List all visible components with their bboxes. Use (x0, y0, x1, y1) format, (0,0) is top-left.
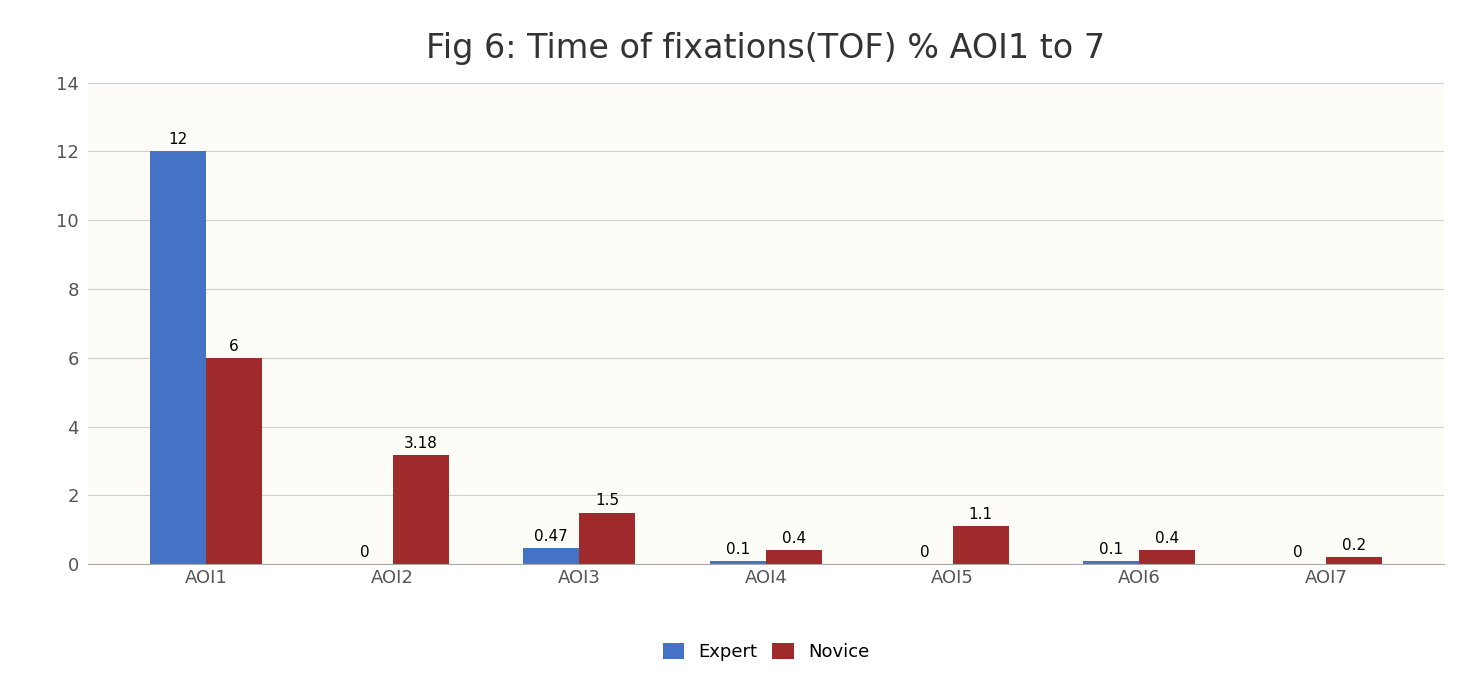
Text: 0.2: 0.2 (1342, 538, 1365, 553)
Text: 0.1: 0.1 (1099, 541, 1124, 557)
Text: 1.5: 1.5 (595, 493, 619, 508)
Text: 0.4: 0.4 (1155, 531, 1180, 546)
Bar (1326, 557, 1382, 564)
Bar (1139, 550, 1195, 564)
Text: 3.18: 3.18 (404, 436, 437, 451)
Bar (150, 151, 206, 564)
Bar (393, 455, 449, 564)
Bar (710, 561, 766, 564)
Bar (579, 513, 635, 564)
Text: 6: 6 (230, 338, 239, 354)
Text: 0.4: 0.4 (782, 531, 806, 546)
Text: 0: 0 (919, 545, 929, 560)
Text: 0: 0 (359, 545, 370, 560)
Bar (953, 526, 1009, 564)
Bar (523, 548, 579, 564)
Text: 12: 12 (168, 132, 187, 147)
Text: 0.1: 0.1 (726, 541, 750, 557)
Title: Fig 6: Time of fixations(TOF) % AOI1 to 7: Fig 6: Time of fixations(TOF) % AOI1 to … (426, 32, 1106, 65)
Text: 0.47: 0.47 (535, 529, 569, 544)
Bar (206, 358, 262, 564)
Text: 1.1: 1.1 (969, 507, 993, 522)
Text: 0: 0 (1293, 545, 1302, 560)
Legend: Expert, Novice: Expert, Novice (655, 636, 876, 669)
Bar (766, 550, 822, 564)
Bar (1083, 561, 1139, 564)
